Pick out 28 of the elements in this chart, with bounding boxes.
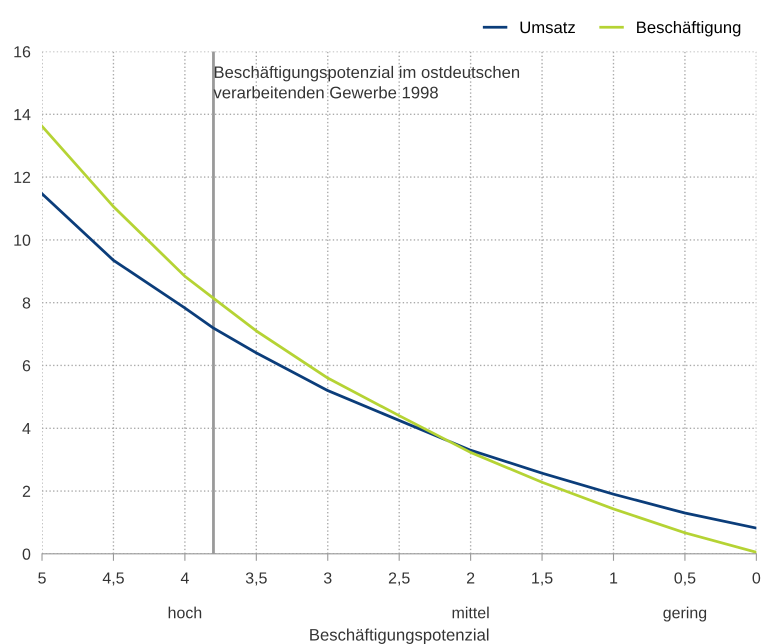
y-tick-label: 14 <box>14 109 30 120</box>
x-tick-label: 1 <box>610 572 618 584</box>
x-tick-label: 2 <box>466 572 474 584</box>
text: mittel <box>452 606 489 618</box>
x-tick-label: 4,5 <box>102 572 124 586</box>
line-series <box>42 192 756 530</box>
y-tick-label: 16 <box>14 46 30 58</box>
x-axis-title: Beschäftigungspotenzial <box>310 628 488 644</box>
y-tick-label: 12 <box>14 172 30 183</box>
y-tick-label: 8 <box>22 297 30 309</box>
x-tick-label: 0 <box>752 572 760 584</box>
x-tick-label: 0,5 <box>674 572 696 586</box>
x-tick-label: 3,5 <box>246 572 267 586</box>
ref-line-label: Beschäftigungspotenzial im ostdeutschen verarbeitenden Gewerbe 1998 <box>214 66 520 98</box>
y-tick-label: 4 <box>22 423 30 434</box>
y-tick-label: 10 <box>14 234 30 246</box>
text: hoch <box>168 606 202 618</box>
y-tick-label: 6 <box>22 360 30 372</box>
text: gering <box>663 606 706 622</box>
legend-label: Umsatz <box>520 22 575 34</box>
x-tick-label: 3 <box>324 572 332 584</box>
x-tick-label: 1,5 <box>532 572 552 586</box>
x-tick-label: 4 <box>180 572 189 584</box>
y-tick-label: 2 <box>22 486 30 497</box>
legend-label: Beschäftigung <box>637 20 740 37</box>
y-tick-label: 0 <box>22 548 30 560</box>
x-tick-label: 5 <box>38 572 46 584</box>
x-tick-label: 2,5 <box>388 572 410 586</box>
